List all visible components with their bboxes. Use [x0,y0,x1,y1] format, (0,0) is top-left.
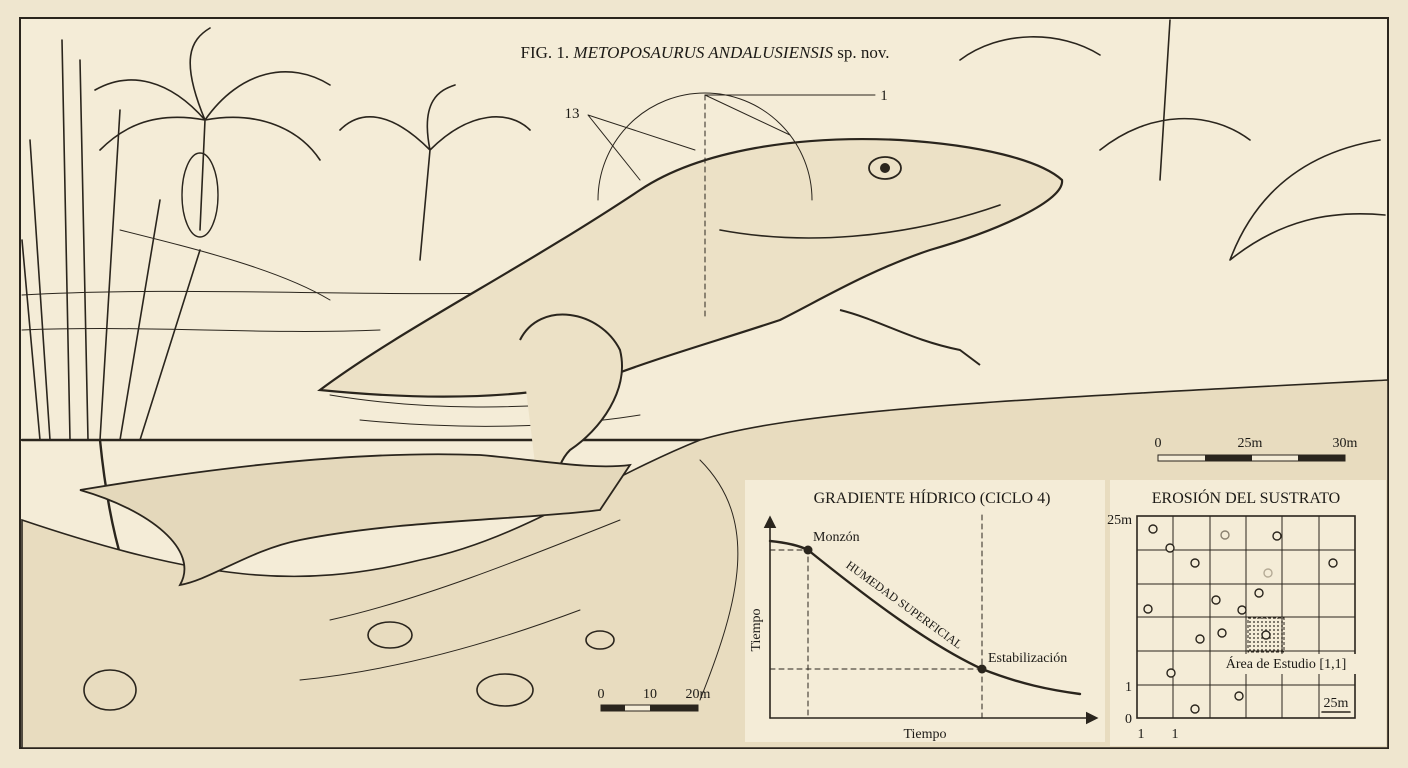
y-tick-label: 25m [1107,513,1132,528]
sample-point [1220,530,1230,540]
y-tick-label: 1 [1125,680,1132,695]
curve-point [803,545,813,555]
pebble [585,630,615,650]
palm [94,27,331,231]
sample-point [1328,558,1338,568]
scale-label: 20m [686,687,711,702]
scale-bar-segment [601,705,625,711]
scale-bar-segment [1205,455,1252,461]
callout-lines [587,94,876,181]
sample-point [1211,595,1221,605]
scale-bar-segment [1298,455,1345,461]
title-suffix: sp. nov. [837,43,889,62]
callout-label: 1 [880,88,888,104]
study-area-label: Área de Estudio [1,1] [1226,655,1347,672]
pebbles [83,621,615,711]
point-label: Estabilización [988,651,1067,666]
scale-label: 0 [598,687,605,702]
grid-lines [1136,515,1356,719]
sample-point [1272,531,1282,541]
label-background [1214,654,1356,674]
salamander-pupil [880,163,890,173]
palm-trunk [181,152,219,238]
pebble [476,673,534,707]
sample-point [1263,568,1273,578]
roots [299,459,739,701]
sample-points [1143,524,1338,714]
figure-title: FIG. 1. METOPOSAURUS ANDALUSIENSIS sp. n… [521,43,890,62]
inset-background [745,480,1105,742]
scale-label: 0 [1155,436,1162,451]
scale-label: 10 [643,687,657,702]
x-tick-label: 1 [1138,727,1145,742]
inset-background [1110,480,1386,746]
y-axis-label: Tiempo [749,608,764,651]
y-tick-label: 0 [1125,712,1132,727]
salamander-arm [839,309,981,366]
pebble [367,621,413,649]
point-label: Monzón [813,530,860,545]
sample-point [1195,634,1205,644]
sample-point [1143,604,1153,614]
scale-label: 30m [1333,436,1358,451]
inset-title: EROSIÓN DEL SUSTRATO [1152,488,1340,507]
salamander-eye [868,156,902,180]
x-axis-label: Tiempo [903,727,946,742]
scale-bar-segment [650,705,698,711]
sample-point [1234,691,1244,701]
ferns [959,19,1386,261]
scale-label: 25m [1238,436,1263,451]
sample-point [1166,668,1176,678]
title-species: METOPOSAURUS ANDALUSIENSIS [572,43,833,62]
moisture-curve [768,539,1082,696]
sample-point [1254,588,1264,598]
sample-point [1165,543,1175,553]
inset-title: GRADIENTE HÍDRICO (CICLO 4) [814,488,1051,507]
salamander-jaw [719,204,1001,239]
x-tick-label: 25m [1324,696,1349,711]
sample-point [1217,628,1227,638]
reeds [21,39,201,441]
sample-point [1237,605,1247,615]
pebble [83,669,137,711]
curve-point [977,664,987,674]
callout-arc [597,92,813,201]
sample-point [1190,558,1200,568]
title-prefix: FIG. 1. [521,43,570,62]
sample-point [1261,630,1271,640]
salamander-submerged [79,453,632,587]
callout-label: 13 [565,106,580,122]
sample-point [1190,704,1200,714]
sample-point [1148,524,1158,534]
x-tick-label: 1 [1172,727,1179,742]
palm [339,84,531,261]
